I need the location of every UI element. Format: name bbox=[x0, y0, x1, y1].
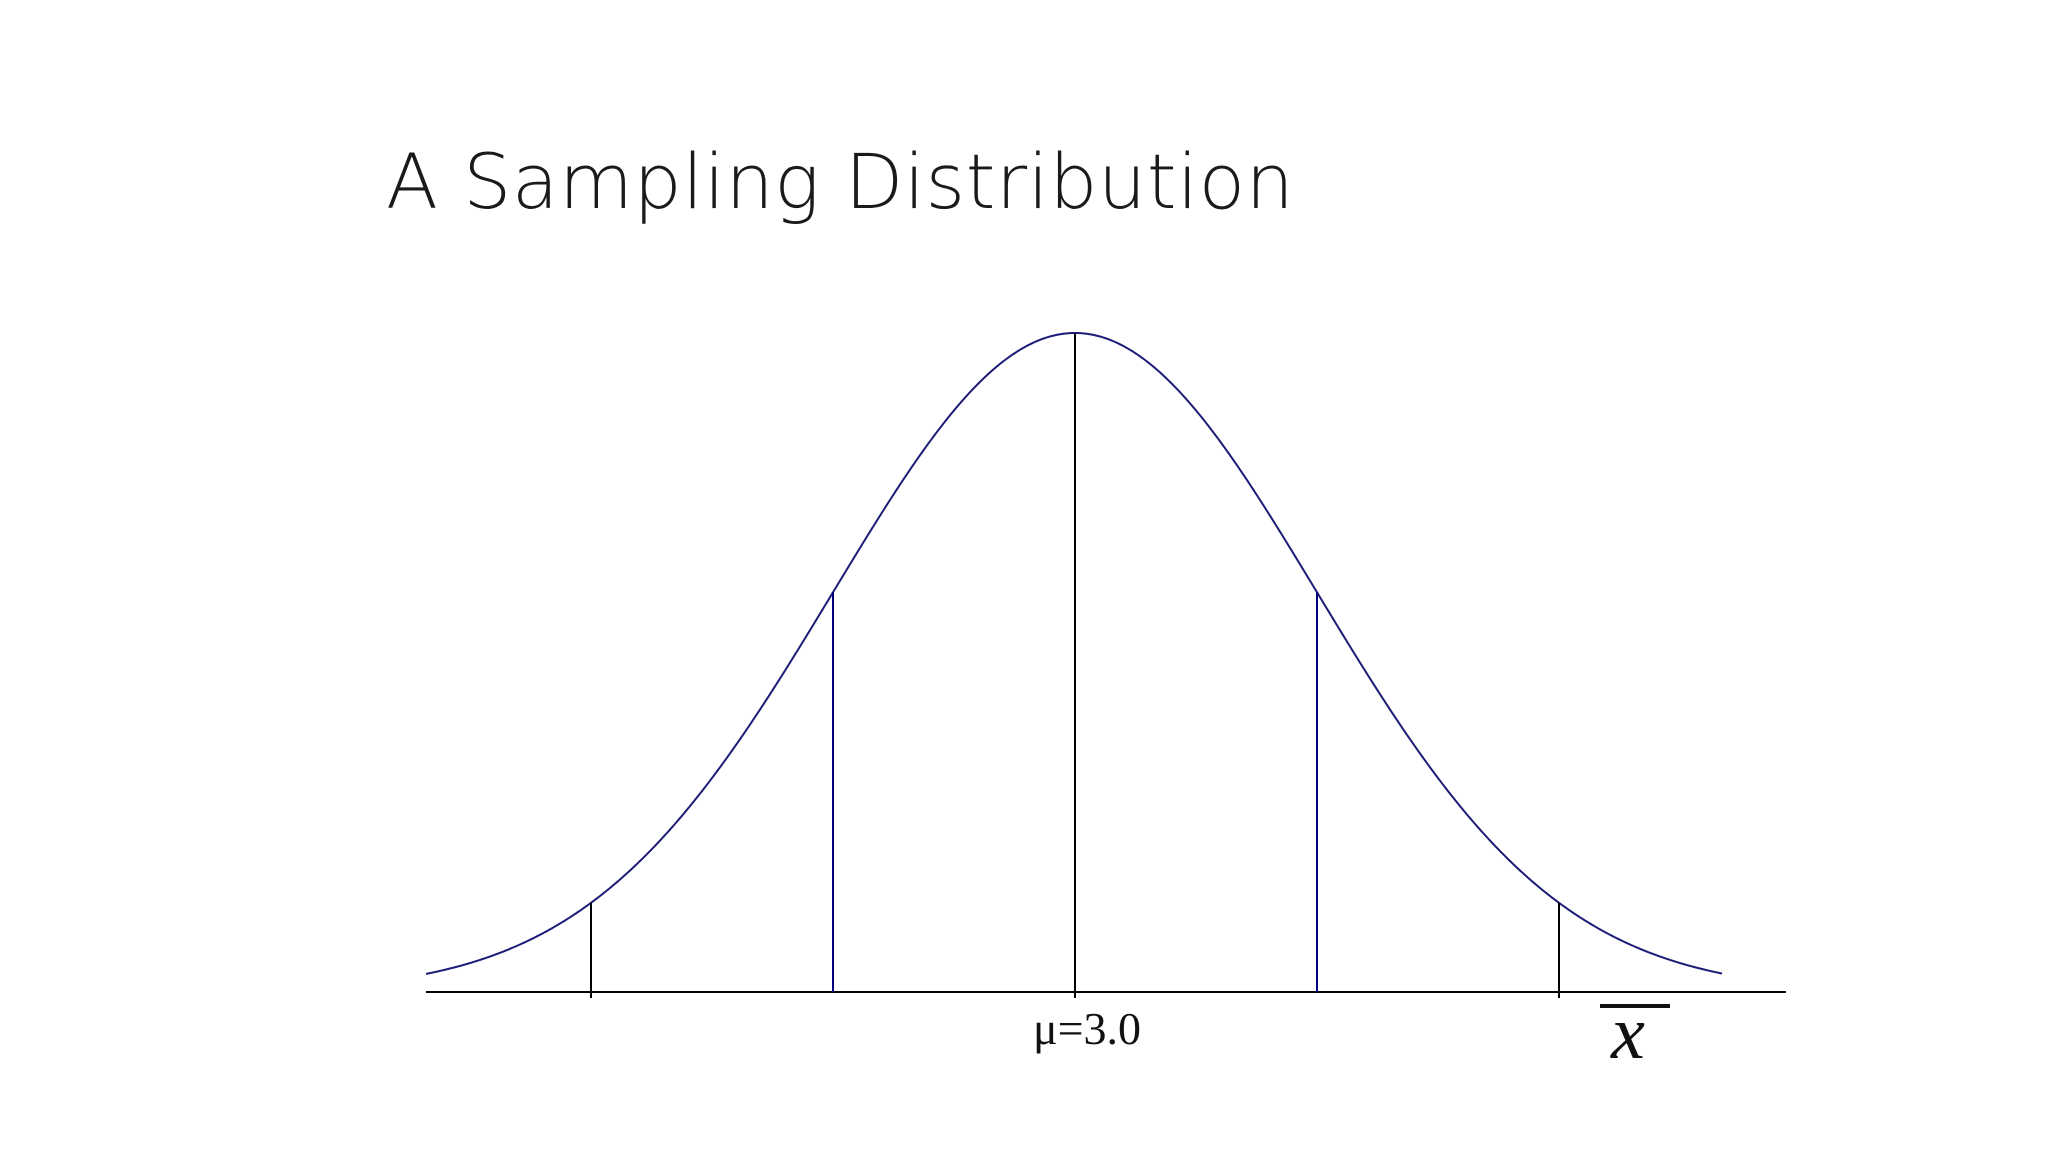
slide-title: A Sampling Distribution bbox=[386, 137, 1295, 226]
x-bar-symbol: x bbox=[1610, 991, 1645, 1075]
mean-label: μ=3.0 bbox=[1033, 1003, 1141, 1054]
